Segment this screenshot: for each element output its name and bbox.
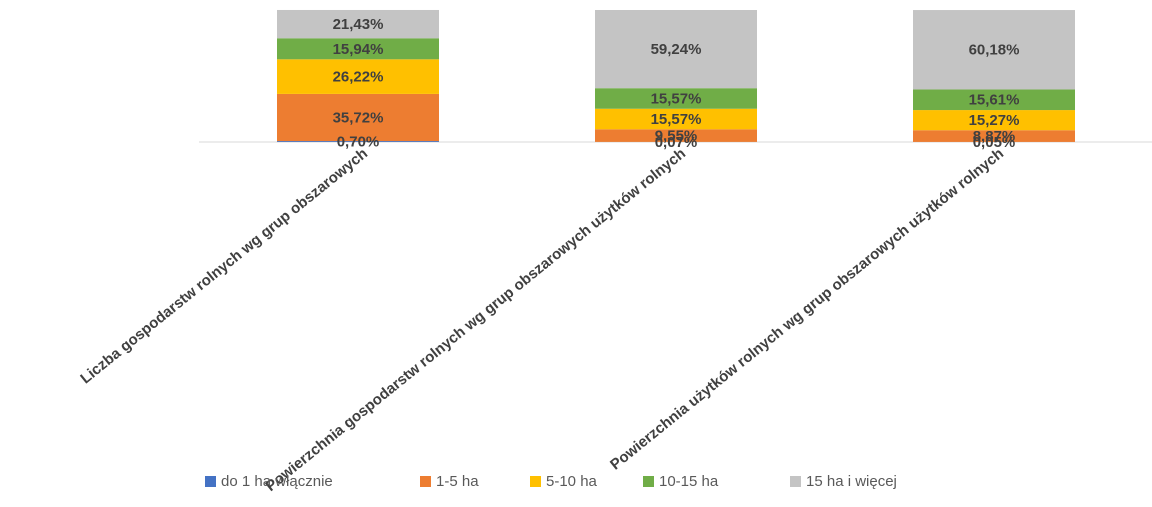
bar-segment xyxy=(277,59,439,94)
legend-label: 1-5 ha xyxy=(436,473,479,490)
data-label: 26,22% xyxy=(333,69,384,86)
bar-segment xyxy=(277,38,439,60)
legend-label: 5-10 ha xyxy=(546,473,598,490)
bar-segment xyxy=(595,88,757,109)
data-label: 15,61% xyxy=(969,92,1020,109)
data-label: 15,94% xyxy=(333,41,384,58)
legend-label: 15 ha i więcej xyxy=(806,473,897,490)
data-label: 0,70% xyxy=(337,134,380,151)
legend-swatch xyxy=(790,476,801,487)
data-label: 9,55% xyxy=(655,128,698,145)
bar-segment xyxy=(595,108,757,130)
data-label: 59,24% xyxy=(651,41,702,58)
bar-segment xyxy=(595,129,757,142)
data-label: 60,18% xyxy=(969,42,1020,59)
bar-segment xyxy=(277,9,439,39)
legend-label: do 1 ha włącznie xyxy=(221,473,333,490)
bar-segment xyxy=(913,110,1075,131)
x-tick-label: Powierzchnia użytków rolnych wg grup obs… xyxy=(607,145,1007,473)
legend-swatch xyxy=(643,476,654,487)
data-label: 15,27% xyxy=(969,112,1020,129)
x-tick-label: Powierzchnia gospodarstw rolnych wg grup… xyxy=(262,145,689,495)
legend-swatch xyxy=(205,476,216,487)
bar-segment xyxy=(277,141,439,142)
data-label: 15,57% xyxy=(651,90,702,107)
data-label: 21,43% xyxy=(333,16,384,33)
data-label: 8,87% xyxy=(973,128,1016,145)
data-label: 0,05% xyxy=(973,134,1016,151)
x-tick-label: Liczba gospodarstw rolnych wg grup obsza… xyxy=(77,145,371,387)
data-label: 0,07% xyxy=(655,134,698,151)
legend-swatch xyxy=(530,476,541,487)
legend-label: 10-15 ha xyxy=(659,473,719,490)
data-label: 35,72% xyxy=(333,109,384,126)
bar-segment xyxy=(913,10,1075,90)
data-label: 15,57% xyxy=(651,111,702,128)
bar-segment xyxy=(595,10,757,89)
bar-segment xyxy=(913,130,1075,142)
bar-segment xyxy=(913,89,1075,111)
legend-swatch xyxy=(420,476,431,487)
bar-segment xyxy=(277,93,439,142)
